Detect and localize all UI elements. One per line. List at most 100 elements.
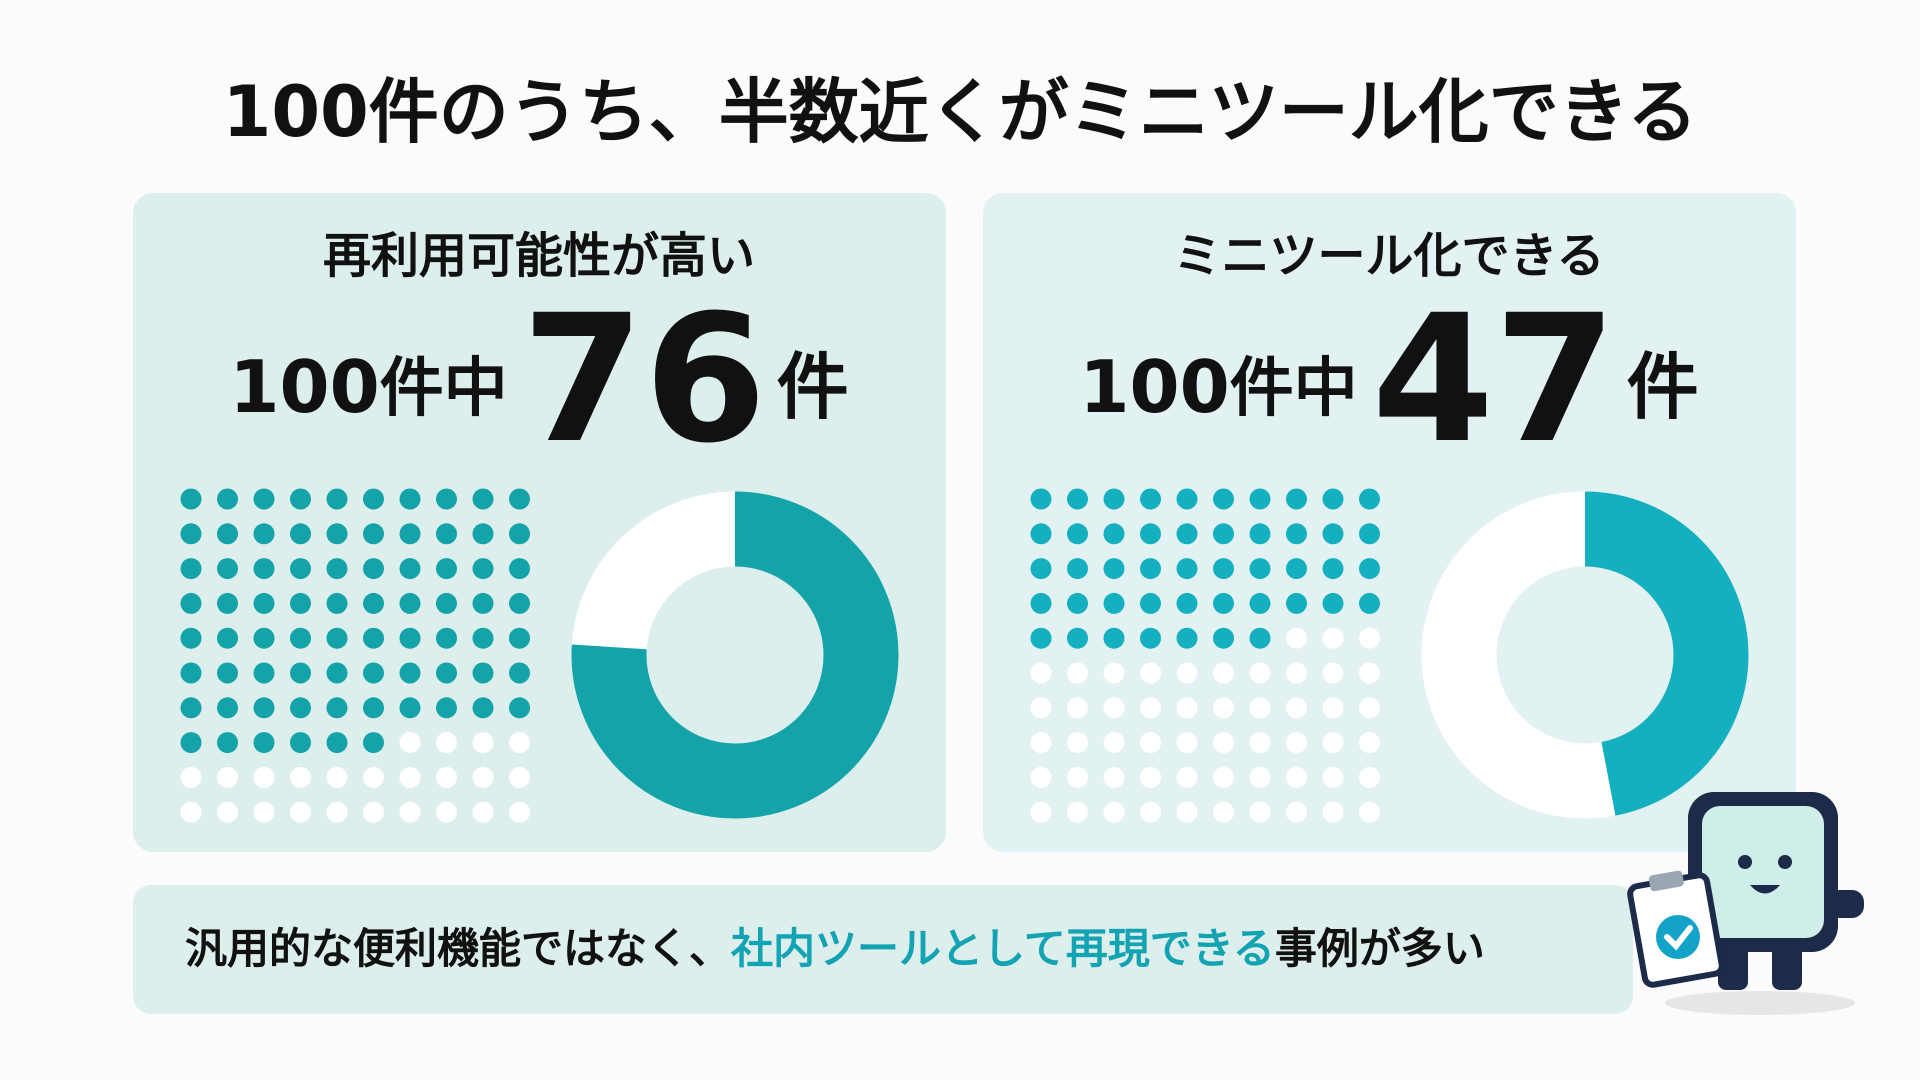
dot-filled — [290, 523, 311, 545]
dot-filled — [399, 488, 421, 510]
panel-subtitle: 再利用可能性が高い — [323, 228, 755, 284]
dot-filled — [1286, 488, 1307, 510]
dot-empty — [1359, 627, 1380, 649]
dot-empty — [1249, 801, 1271, 823]
dot-empty — [363, 766, 384, 788]
dot-filled — [1322, 523, 1344, 545]
dot-filled — [253, 697, 275, 719]
dot-empty — [1067, 801, 1088, 823]
dot-empty — [1140, 732, 1161, 754]
dot-filled — [326, 662, 348, 684]
dot-empty — [1067, 697, 1088, 719]
dot-filled — [363, 627, 384, 649]
dot-empty — [1322, 766, 1344, 788]
dot-filled — [399, 558, 421, 580]
dot-empty — [217, 766, 238, 788]
dot-filled — [1322, 488, 1344, 510]
total-suffix: 件中 — [1230, 352, 1358, 426]
unit: 件 — [777, 345, 849, 429]
dot-filled — [253, 558, 275, 580]
clipboard-clip — [1648, 870, 1684, 892]
dot-empty — [399, 732, 421, 754]
dot-filled — [326, 627, 348, 649]
dot-empty — [1030, 732, 1052, 754]
dot-empty — [1249, 766, 1271, 788]
dot-empty — [1359, 697, 1380, 719]
dot-filled — [1213, 488, 1234, 510]
dot-filled — [436, 662, 457, 684]
dot-filled — [436, 488, 457, 510]
dot-filled — [1176, 523, 1198, 545]
footer-part: 汎用的な便利機能ではなく、 — [185, 924, 731, 973]
dot-filled — [363, 488, 384, 510]
dot-filled — [363, 662, 384, 684]
dot-empty — [399, 766, 421, 788]
dot-filled — [1249, 558, 1271, 580]
dot-filled — [1067, 627, 1088, 649]
dot-empty — [1140, 662, 1161, 684]
dot-filled — [326, 523, 348, 545]
dot-filled — [217, 732, 238, 754]
dot-empty — [290, 766, 311, 788]
dot-empty — [1103, 801, 1125, 823]
dot-empty — [1322, 627, 1344, 649]
dot-filled — [1140, 558, 1161, 580]
headline: 100件中76 件 — [229, 277, 848, 482]
dot-filled — [436, 558, 457, 580]
dot-filled — [1176, 488, 1198, 510]
dot-empty — [1359, 801, 1380, 823]
dot-empty — [1213, 697, 1234, 719]
dot-filled — [1176, 558, 1198, 580]
dot-filled — [217, 523, 238, 545]
donut-arc — [1421, 491, 1749, 819]
dot-empty — [509, 732, 530, 754]
dot-filled — [290, 627, 311, 649]
dot-filled — [472, 627, 494, 649]
donut-arc — [571, 491, 899, 819]
dot-filled — [1140, 627, 1161, 649]
dot-filled — [363, 523, 384, 545]
dot-filled — [1322, 558, 1344, 580]
dot-filled — [217, 558, 238, 580]
dot-empty — [363, 801, 384, 823]
dot-filled — [290, 732, 311, 754]
dot-filled — [290, 558, 311, 580]
dot-empty — [1249, 697, 1271, 719]
dot-filled — [1322, 592, 1344, 614]
dot-empty — [180, 766, 202, 788]
check-circle — [1656, 915, 1700, 959]
dot-empty — [1213, 662, 1234, 684]
dot-filled — [472, 697, 494, 719]
dot-empty — [1140, 766, 1161, 788]
dot-filled — [509, 488, 530, 510]
dot-filled — [1359, 558, 1380, 580]
dot-filled — [363, 732, 384, 754]
dot-filled — [399, 592, 421, 614]
dot-filled — [1103, 627, 1125, 649]
dot-empty — [1103, 662, 1125, 684]
dot-filled — [290, 662, 311, 684]
dot-empty — [436, 801, 457, 823]
dot-empty — [1140, 801, 1161, 823]
dot-filled — [253, 662, 275, 684]
dot-filled — [1249, 523, 1271, 545]
dot-filled — [1213, 627, 1234, 649]
total: 100 — [1079, 345, 1229, 429]
dot-empty — [253, 766, 275, 788]
dot-filled — [1249, 488, 1271, 510]
dot-filled — [509, 697, 530, 719]
dot-filled — [326, 732, 348, 754]
mascot-hand — [1828, 890, 1864, 918]
dot-filled — [217, 662, 238, 684]
total: 100 — [229, 345, 379, 429]
dot-filled — [1030, 523, 1052, 545]
dot-empty — [180, 801, 202, 823]
dot-empty — [1286, 801, 1307, 823]
dot-filled — [1213, 558, 1234, 580]
mascot-face — [1702, 806, 1824, 938]
dot-filled — [436, 592, 457, 614]
